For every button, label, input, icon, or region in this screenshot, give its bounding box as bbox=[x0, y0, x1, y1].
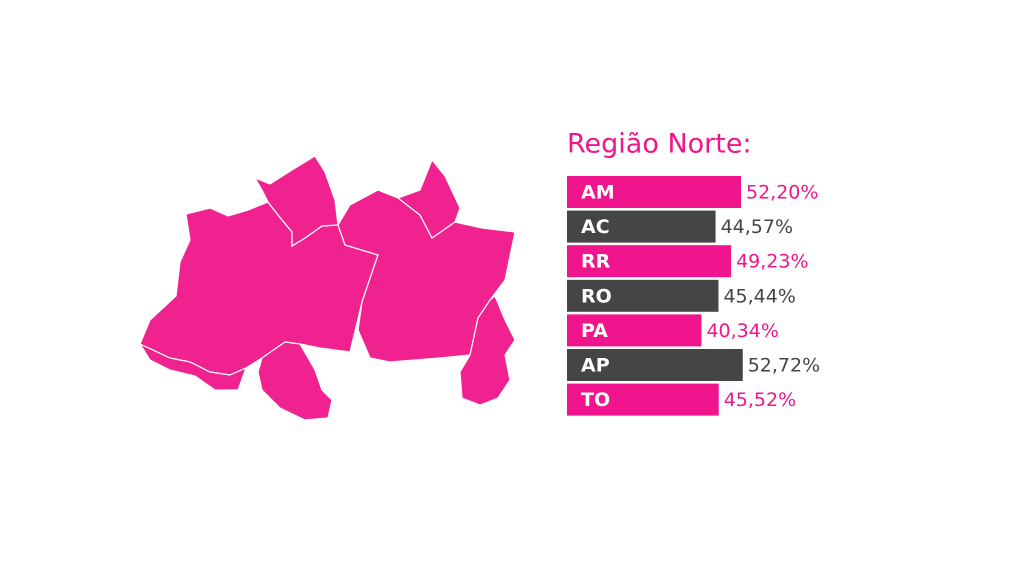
bar bbox=[567, 176, 741, 208]
category-label: AP bbox=[581, 355, 610, 377]
category-label: AM bbox=[581, 182, 615, 204]
bar bbox=[567, 279, 719, 312]
value-label: 52,72% bbox=[748, 355, 820, 377]
bar bbox=[567, 210, 716, 243]
value-label: 40,34% bbox=[706, 320, 778, 342]
category-label: RO bbox=[581, 285, 612, 307]
category-label: RR bbox=[581, 251, 611, 273]
map-ro bbox=[257, 341, 333, 421]
value-label: 45,52% bbox=[724, 389, 796, 411]
bar bbox=[567, 314, 702, 347]
value-label: 45,44% bbox=[723, 285, 795, 307]
bar bbox=[567, 383, 719, 416]
bar bbox=[567, 349, 743, 381]
value-label: 49,23% bbox=[736, 251, 808, 273]
value-label: 52,20% bbox=[746, 182, 818, 204]
chart-title: Região Norte: bbox=[567, 129, 752, 160]
category-label: AC bbox=[581, 216, 610, 238]
category-label: TO bbox=[581, 389, 610, 411]
map bbox=[138, 155, 516, 421]
map-ac bbox=[138, 342, 248, 391]
map-ap bbox=[396, 158, 461, 239]
category-label: PA bbox=[581, 320, 608, 342]
bar bbox=[567, 245, 732, 278]
value-label: 44,57% bbox=[721, 216, 793, 238]
map-rr bbox=[253, 155, 339, 248]
map-to bbox=[459, 295, 516, 406]
